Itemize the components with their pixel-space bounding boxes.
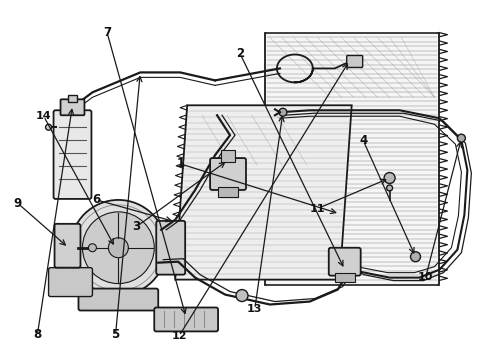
Bar [335,273,355,282]
FancyBboxPatch shape [347,55,363,67]
FancyBboxPatch shape [154,307,218,332]
Circle shape [457,134,465,142]
Circle shape [89,244,97,252]
FancyBboxPatch shape [78,289,158,310]
Circle shape [387,185,392,191]
Bar [218,187,238,197]
Text: 2: 2 [236,47,244,60]
Text: 4: 4 [359,134,368,147]
Circle shape [46,124,51,130]
FancyBboxPatch shape [49,268,93,297]
Text: 11: 11 [310,204,325,214]
Circle shape [279,108,287,116]
Bar [221,150,235,162]
Text: 10: 10 [418,272,434,282]
FancyBboxPatch shape [61,99,84,115]
Polygon shape [175,105,352,280]
Circle shape [108,238,128,258]
Text: 7: 7 [103,27,111,40]
FancyBboxPatch shape [156,221,185,275]
Text: 3: 3 [132,220,141,233]
Text: 14: 14 [36,111,51,121]
Bar [265,32,440,285]
Text: 5: 5 [111,328,120,341]
Bar [68,95,77,102]
Text: 1: 1 [176,157,185,170]
Circle shape [411,252,420,262]
Text: 13: 13 [247,304,263,314]
Circle shape [71,200,166,296]
FancyBboxPatch shape [210,158,246,190]
FancyBboxPatch shape [53,110,92,199]
FancyBboxPatch shape [54,224,80,268]
Circle shape [384,172,395,184]
Text: 8: 8 [33,328,42,341]
Circle shape [82,212,154,284]
Text: 9: 9 [14,197,22,210]
Circle shape [236,289,248,302]
FancyBboxPatch shape [329,248,361,276]
Text: 12: 12 [172,331,187,341]
Text: 6: 6 [92,193,100,206]
